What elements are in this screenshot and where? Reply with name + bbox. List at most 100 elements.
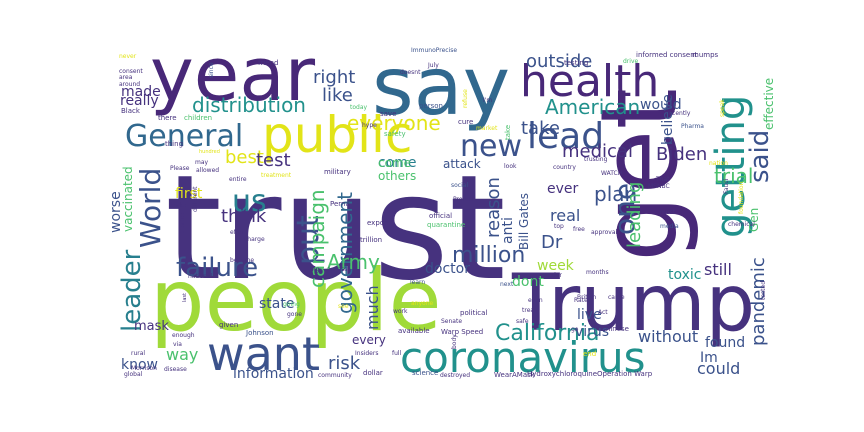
word-right: right [313, 67, 355, 88]
word-foundation: foundation [738, 181, 745, 214]
word-without: without [638, 327, 698, 346]
word-dr: Dr [541, 232, 563, 253]
word-chemical: chemical [728, 221, 755, 228]
word-next: next [500, 281, 514, 288]
word-testing: testing [564, 59, 588, 67]
word-still: still [704, 260, 732, 279]
word-see: see [338, 303, 349, 310]
word-destroyed: destroyed [440, 372, 470, 379]
word-government: government [333, 192, 357, 314]
word-perna: Perna [330, 200, 350, 208]
word-hype: hype [362, 122, 377, 129]
word-everyone: everyone [347, 111, 441, 135]
word-anti: anti [500, 217, 516, 244]
word-us: us [232, 184, 267, 219]
word-rates: Rates [574, 297, 591, 304]
word-dollar: dollar [363, 369, 383, 377]
word-want: want [207, 327, 320, 381]
word-come: come [378, 155, 417, 171]
word-fauci: Fauci [723, 178, 730, 194]
word-tested: tested [760, 281, 767, 300]
word-reason: reason [483, 177, 504, 238]
word-toxic: toxic [668, 267, 702, 283]
word-last: last [182, 293, 188, 302]
word-risk: risk [328, 353, 361, 374]
word-end: end [583, 350, 596, 358]
word-black: Black [121, 107, 141, 115]
word-senate: Senate [441, 318, 462, 325]
word-make: make [170, 202, 187, 209]
word-mask: mask [134, 319, 169, 334]
word-believe: believe [660, 94, 676, 145]
word-virus: virus [575, 324, 609, 340]
word-allowed: allowed [196, 167, 219, 174]
word-media: media [660, 223, 679, 230]
word-know: know [121, 357, 158, 373]
word-enough: enough [172, 332, 195, 339]
word-take: take [521, 118, 560, 139]
word-world: World [134, 168, 167, 248]
word-refuse: refuse [462, 89, 469, 108]
word-anyone: anyone [411, 300, 434, 307]
word-state: state [259, 296, 294, 312]
word-even: even [528, 297, 543, 304]
word-pandemic: pandemic [748, 257, 769, 346]
word-trusting: trusting [584, 156, 608, 163]
word-came: came [608, 294, 625, 301]
word-there: there [158, 114, 177, 122]
word-body: body [451, 334, 458, 349]
word-order: order [546, 272, 563, 279]
word-coronavirus: coronavirus [400, 333, 645, 382]
word-become: become [230, 257, 254, 264]
word-treatment: treatment [261, 172, 292, 179]
word-best: best [225, 147, 264, 168]
word-chinese: Chinese [601, 325, 629, 333]
word-via: via [173, 341, 182, 348]
word-year: year [150, 32, 316, 118]
word-insiders: Insiders [355, 350, 378, 357]
word-available: available [398, 327, 430, 335]
word-im: Im [700, 350, 718, 366]
word-may: may [195, 159, 209, 166]
word-learn: learn [410, 279, 425, 286]
word-outside: outside [526, 51, 592, 72]
word-pharma: Pharma [681, 123, 704, 130]
word-that: That [655, 176, 670, 183]
word-gen: Gen [747, 208, 761, 232]
word-friend: friend [258, 59, 278, 67]
word-political: political [460, 309, 487, 317]
word-trust: trust [165, 144, 506, 313]
word-informed-consent: informed consent [636, 51, 698, 59]
word-others: others [378, 169, 416, 183]
word-health: health [520, 56, 659, 107]
word-july: July [427, 62, 439, 69]
word-army: Army [327, 250, 380, 274]
word-really: really [120, 93, 159, 109]
word-person: person [419, 102, 443, 110]
word-approval: approval [591, 229, 618, 236]
word-drive: drive [623, 58, 638, 65]
word-trump: Trump [511, 259, 755, 349]
word-act: Act [598, 309, 608, 316]
word-thing: thing [165, 140, 183, 148]
word-trillion: trillion [360, 236, 382, 244]
word-around: around [119, 81, 140, 88]
word-doesnt: doesnt [400, 69, 421, 76]
word-doctor: doctor [425, 261, 470, 277]
word-ever: ever [547, 181, 579, 197]
word-military: military [324, 168, 351, 176]
word-live: live [577, 307, 602, 323]
word-export: export [367, 219, 390, 227]
word-leading: leading [624, 182, 645, 248]
word-immunoprecise: ImmunoPrecise [411, 47, 457, 54]
word-free: free [573, 226, 585, 233]
word-disease: disease [164, 366, 187, 373]
word-campaign: campaign [305, 189, 329, 288]
word-go: go [571, 326, 579, 333]
word-worse: worse [108, 191, 124, 233]
word-i-m: I'm [483, 97, 492, 104]
word-cure: cure [458, 118, 473, 126]
word-safe: safe [516, 318, 529, 325]
word-country: country [553, 164, 576, 171]
word-hydroxychloroquineoperation-warp: HydroxychloroquineOperation Warp [527, 370, 653, 378]
